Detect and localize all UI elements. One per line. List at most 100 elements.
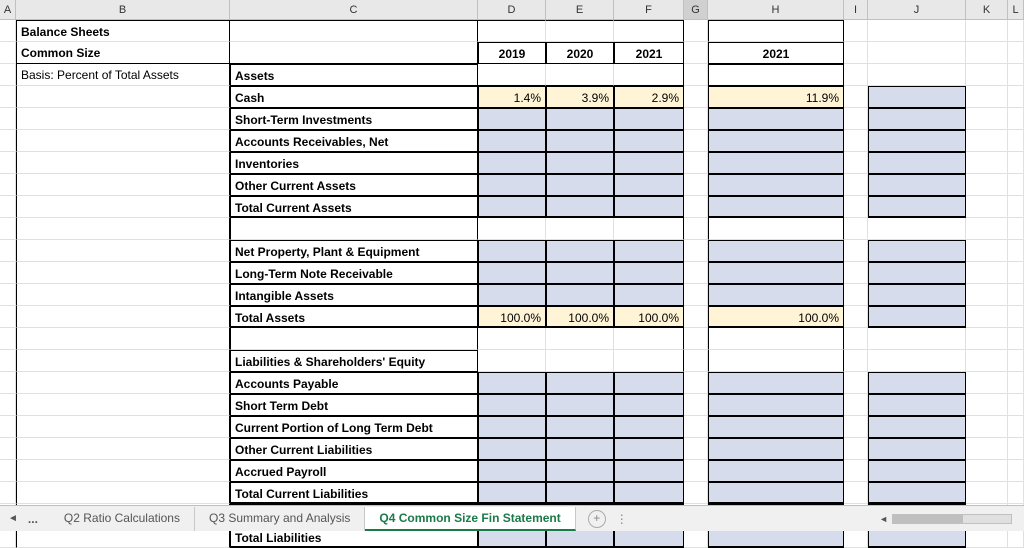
cell[interactable]: 3.9% bbox=[546, 86, 614, 108]
cell[interactable]: 100.0% bbox=[614, 306, 684, 328]
sheet-tab[interactable]: Q4 Common Size Fin Statement bbox=[365, 507, 575, 531]
cell[interactable]: Short-Term Investments bbox=[230, 108, 478, 130]
cell[interactable] bbox=[478, 196, 546, 218]
cell[interactable]: 2021 bbox=[708, 42, 844, 64]
cell[interactable] bbox=[966, 108, 1008, 130]
cell[interactable] bbox=[16, 196, 230, 218]
cell[interactable] bbox=[1008, 482, 1024, 504]
cell[interactable] bbox=[708, 108, 844, 130]
cell[interactable] bbox=[0, 438, 16, 460]
cell[interactable]: 1.4% bbox=[478, 86, 546, 108]
cell[interactable] bbox=[16, 262, 230, 284]
cell[interactable] bbox=[16, 394, 230, 416]
cell[interactable] bbox=[1008, 108, 1024, 130]
cell[interactable] bbox=[868, 416, 966, 438]
cell[interactable] bbox=[966, 130, 1008, 152]
cell[interactable] bbox=[478, 372, 546, 394]
cell[interactable] bbox=[546, 416, 614, 438]
cell[interactable]: 100.0% bbox=[708, 306, 844, 328]
cell[interactable] bbox=[844, 196, 868, 218]
cell[interactable] bbox=[868, 482, 966, 504]
cell[interactable] bbox=[478, 218, 546, 240]
cell[interactable] bbox=[0, 350, 16, 372]
cell[interactable] bbox=[546, 174, 614, 196]
cell[interactable]: Cash bbox=[230, 86, 478, 108]
cell[interactable] bbox=[966, 262, 1008, 284]
column-header-k[interactable]: K bbox=[966, 0, 1008, 19]
cell[interactable]: Common Size bbox=[16, 42, 230, 64]
cell[interactable] bbox=[16, 240, 230, 262]
cell[interactable] bbox=[614, 108, 684, 130]
cell[interactable] bbox=[0, 130, 16, 152]
cell[interactable] bbox=[684, 284, 708, 306]
tab-prev-icon[interactable]: ◄ bbox=[8, 513, 18, 524]
cell[interactable] bbox=[844, 350, 868, 372]
cell[interactable] bbox=[1008, 438, 1024, 460]
cell[interactable] bbox=[844, 262, 868, 284]
cell[interactable]: 2021 bbox=[614, 42, 684, 64]
cell[interactable] bbox=[684, 438, 708, 460]
cell[interactable] bbox=[1008, 262, 1024, 284]
cell[interactable]: Intangible Assets bbox=[230, 284, 478, 306]
cell[interactable] bbox=[708, 284, 844, 306]
cell[interactable] bbox=[546, 152, 614, 174]
cell[interactable] bbox=[0, 262, 16, 284]
column-header-d[interactable]: D bbox=[478, 0, 546, 19]
cell[interactable] bbox=[708, 416, 844, 438]
cell[interactable] bbox=[844, 394, 868, 416]
cell[interactable] bbox=[1008, 218, 1024, 240]
cell[interactable] bbox=[0, 42, 16, 64]
cell[interactable] bbox=[614, 394, 684, 416]
cell[interactable] bbox=[868, 438, 966, 460]
cell[interactable] bbox=[844, 20, 868, 42]
cell[interactable] bbox=[684, 372, 708, 394]
cell[interactable] bbox=[868, 130, 966, 152]
cell[interactable] bbox=[708, 394, 844, 416]
cell[interactable] bbox=[708, 130, 844, 152]
cell[interactable]: 2.9% bbox=[614, 86, 684, 108]
cell[interactable] bbox=[1008, 152, 1024, 174]
cell[interactable] bbox=[868, 20, 966, 42]
cell[interactable] bbox=[868, 350, 966, 372]
cell[interactable] bbox=[844, 240, 868, 262]
cell[interactable] bbox=[966, 86, 1008, 108]
cell[interactable] bbox=[230, 20, 478, 42]
cell[interactable] bbox=[708, 196, 844, 218]
cell[interactable] bbox=[684, 152, 708, 174]
horizontal-scrollbar[interactable]: ◄ bbox=[879, 514, 1012, 524]
cell[interactable] bbox=[230, 42, 478, 64]
cell[interactable] bbox=[708, 20, 844, 42]
cell[interactable] bbox=[966, 174, 1008, 196]
cell[interactable] bbox=[684, 86, 708, 108]
cell[interactable] bbox=[708, 328, 844, 350]
cell[interactable] bbox=[966, 42, 1008, 64]
cell[interactable] bbox=[684, 394, 708, 416]
cell[interactable] bbox=[868, 64, 966, 86]
cell[interactable] bbox=[684, 218, 708, 240]
cell[interactable] bbox=[844, 438, 868, 460]
cell[interactable] bbox=[966, 152, 1008, 174]
cell[interactable] bbox=[478, 108, 546, 130]
cell[interactable] bbox=[16, 174, 230, 196]
cell[interactable] bbox=[966, 20, 1008, 42]
cell[interactable] bbox=[684, 196, 708, 218]
cell[interactable] bbox=[16, 108, 230, 130]
cell[interactable] bbox=[966, 350, 1008, 372]
cell[interactable] bbox=[478, 152, 546, 174]
cell[interactable] bbox=[684, 42, 708, 64]
cell[interactable] bbox=[844, 284, 868, 306]
cell[interactable] bbox=[0, 306, 16, 328]
cell[interactable] bbox=[478, 394, 546, 416]
cell[interactable] bbox=[1008, 350, 1024, 372]
cell[interactable] bbox=[546, 262, 614, 284]
cell[interactable] bbox=[684, 482, 708, 504]
cell[interactable]: Current Portion of Long Term Debt bbox=[230, 416, 478, 438]
cell[interactable] bbox=[0, 174, 16, 196]
cell[interactable]: Accrued Payroll bbox=[230, 460, 478, 482]
cell[interactable] bbox=[614, 372, 684, 394]
cell[interactable] bbox=[478, 460, 546, 482]
cell[interactable] bbox=[966, 328, 1008, 350]
cell[interactable]: Short Term Debt bbox=[230, 394, 478, 416]
cell[interactable] bbox=[966, 416, 1008, 438]
cell[interactable] bbox=[478, 262, 546, 284]
